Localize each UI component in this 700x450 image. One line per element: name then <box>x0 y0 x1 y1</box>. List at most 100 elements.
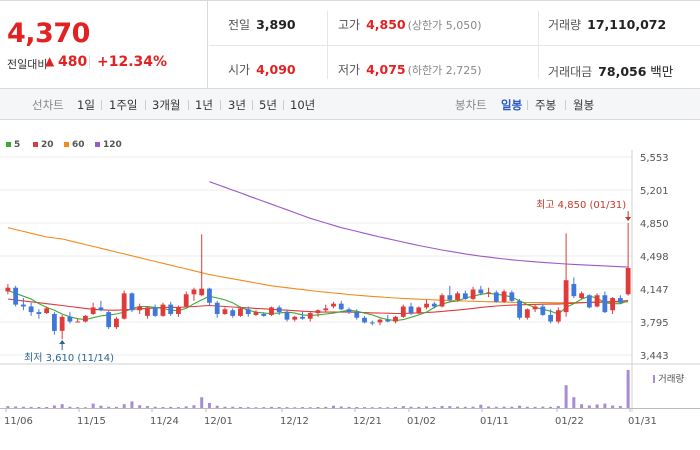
candle-body <box>83 315 88 322</box>
volume-bar <box>215 405 219 408</box>
candle-body <box>230 310 236 316</box>
candle-body <box>323 308 329 311</box>
candle-body <box>59 316 65 331</box>
candle-body <box>307 313 313 319</box>
volume-bar <box>324 406 328 408</box>
volume-bar <box>347 406 351 408</box>
x-tick-label: 12/12 <box>280 416 309 427</box>
change-label: 전일대비 <box>7 58 48 71</box>
prev-close-value: 3,890 <box>256 17 296 32</box>
volume-legend-label: 거래량 <box>658 373 684 385</box>
low-stat: 저가 4,075 (하한가 2,725) <box>338 61 482 78</box>
candle-body <box>245 309 251 314</box>
period-1w-button[interactable]: 1주일 <box>109 98 138 112</box>
candle-body <box>594 295 600 307</box>
max-arrow-icon <box>625 217 632 221</box>
ma120-line <box>209 181 629 268</box>
amount-unit: 백만 <box>650 64 674 79</box>
min-arrow-icon <box>59 340 66 344</box>
volume-bar <box>494 406 498 408</box>
legend-label: 20 <box>41 140 54 150</box>
volume-bar <box>254 407 258 408</box>
quote-panel: 4,370 전일대비 ▲ 480 +12.34% 전일 3,890 고가 4,850… <box>0 0 700 89</box>
period-3y-button[interactable]: 3년 <box>228 98 246 112</box>
y-tick-label: 5,553 <box>640 153 669 164</box>
candle-body <box>625 268 631 295</box>
current-price: 4,370 <box>7 18 90 49</box>
volume-bar <box>45 406 49 408</box>
x-tick-label: 01/11 <box>480 416 509 427</box>
volume-bar <box>223 406 227 408</box>
candle-body <box>400 306 406 317</box>
candle-body <box>129 293 135 311</box>
period-10y-button[interactable]: 10년 <box>290 98 316 112</box>
volume-bar <box>169 406 173 408</box>
y-tick-label: 4,498 <box>640 252 669 263</box>
candle-body <box>214 302 220 314</box>
legend-ma5: 5 <box>6 140 20 150</box>
volume-bar <box>479 404 483 408</box>
volume-bar <box>269 406 273 408</box>
y-tick-label: 3,795 <box>640 318 669 329</box>
period-5y-button[interactable]: 5년 <box>259 98 277 112</box>
candle-body <box>261 313 267 316</box>
candle-body <box>207 288 212 303</box>
candle-monthly-button[interactable]: 월봉 <box>573 98 595 112</box>
volume-bar <box>192 405 196 408</box>
candle-body <box>238 308 243 316</box>
period-3m-button[interactable]: 3개월 <box>152 98 181 112</box>
candle-body <box>160 304 166 316</box>
candle-daily-button[interactable]: 일봉 <box>501 98 523 112</box>
candle-body <box>548 314 553 322</box>
volume-bar <box>21 406 25 408</box>
upper-limit: (상한가 5,050) <box>407 19 482 32</box>
candle-body <box>5 287 11 292</box>
volume-bar <box>316 406 320 408</box>
volume-bar <box>91 403 95 408</box>
volume-bar <box>161 406 165 408</box>
divider <box>188 100 189 110</box>
candle-body <box>222 309 228 314</box>
divider <box>327 11 328 79</box>
volume-bar <box>277 406 281 408</box>
candle-weekly-button[interactable]: 주봉 <box>535 98 557 112</box>
chart-toolbar: 선차트 1일 1주일 3개월 1년 3년 5년 10년 봉차트 일봉 주봉 월봉 <box>0 89 700 120</box>
candle-body <box>470 289 476 299</box>
legend-swatch <box>95 142 100 147</box>
candle-body <box>121 293 127 319</box>
volume-bar <box>176 407 180 408</box>
x-tick-label: 12/01 <box>204 416 233 427</box>
candle-body <box>292 316 298 320</box>
y-tick-label: 4,147 <box>640 285 669 296</box>
period-1y-button[interactable]: 1년 <box>195 98 213 112</box>
volume-bar <box>238 406 242 408</box>
y-tick-label: 4,850 <box>640 219 669 230</box>
volume-bar <box>456 406 460 408</box>
volume-bar <box>14 406 18 408</box>
volume-bar <box>463 406 467 408</box>
candle-body <box>501 291 507 302</box>
volume-bar <box>246 407 250 408</box>
x-tick-label: 11/06 <box>4 416 33 427</box>
low-value: 4,075 <box>366 62 406 77</box>
ma60-line <box>7 227 629 304</box>
volume-bar <box>409 406 413 408</box>
volume-bar <box>37 406 41 408</box>
volume-label: 거래량 <box>548 18 582 32</box>
period-1d-button[interactable]: 1일 <box>77 98 95 112</box>
volume-bar <box>611 405 615 408</box>
candle-body <box>478 289 484 294</box>
legend-swatch <box>33 142 38 147</box>
volume-bar <box>300 407 304 408</box>
volume-bar <box>626 370 630 408</box>
volume-bar <box>533 406 537 408</box>
x-tick-label: 11/24 <box>150 416 179 427</box>
volume-bar <box>541 406 545 408</box>
divider <box>565 100 566 110</box>
open-stat: 시가 4,090 <box>228 61 296 78</box>
volume-bar <box>68 406 72 408</box>
candle-body <box>98 307 104 311</box>
candle-body <box>493 292 499 302</box>
candle-body <box>300 316 305 319</box>
x-tick-label: 01/31 <box>628 416 657 427</box>
